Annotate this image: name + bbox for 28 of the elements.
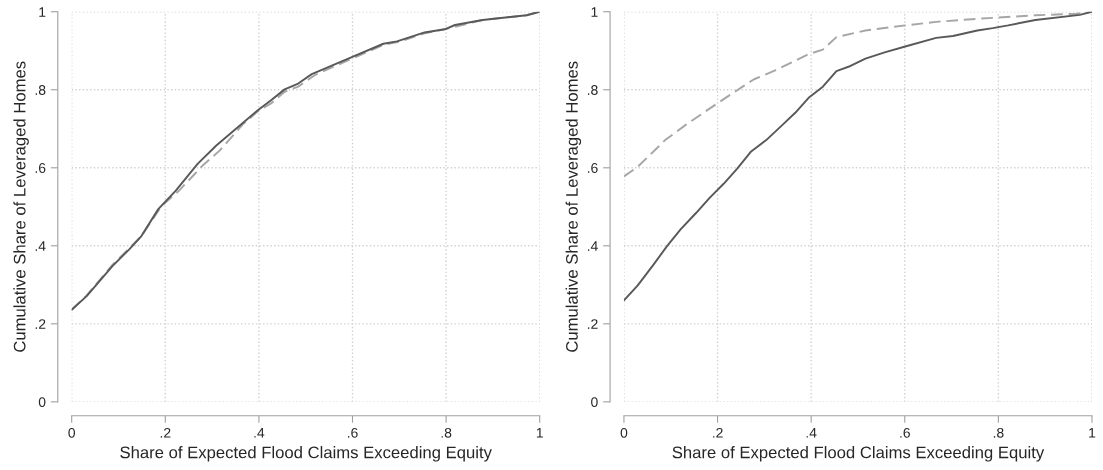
y-tick-label: 1 xyxy=(39,7,46,17)
y-tick-label: .2 xyxy=(587,319,598,329)
x-tick-label: .4 xyxy=(254,428,265,438)
x-tick-label: .8 xyxy=(993,427,1004,438)
x-tick-label: .2 xyxy=(160,427,171,438)
y-tick-label: 0 xyxy=(591,397,598,408)
x-axis-title: Share of Expected Flood Claims Exceeding Equity xyxy=(672,446,1045,462)
y-axis-title: Cumulative Share of Leveraged Homes xyxy=(565,61,582,352)
y-tick-label: .8 xyxy=(35,85,46,95)
x-tick-label: .2 xyxy=(713,427,723,438)
x-tick-label: .6 xyxy=(900,427,910,438)
y-tick-label: .4 xyxy=(587,241,598,251)
y-axis-title: Cumulative Share of Leveraged Homes xyxy=(13,61,29,352)
y-tick-label: .2 xyxy=(35,319,46,329)
y-tick-label: .8 xyxy=(587,85,598,95)
y-tick-label: 1 xyxy=(591,7,598,17)
x-tick-label: 0 xyxy=(620,427,628,438)
y-tick-label: 0 xyxy=(38,397,46,408)
y-tick-label: .4 xyxy=(35,241,46,251)
x-tick-label: .6 xyxy=(347,427,358,438)
x-tick-label: 1 xyxy=(536,428,543,438)
y-tick-label: .6 xyxy=(587,163,598,173)
x-tick-label: .4 xyxy=(806,428,817,438)
y-tick-label: .6 xyxy=(35,163,46,173)
x-tick-label: 0 xyxy=(68,427,76,438)
x-tick-label: .8 xyxy=(441,427,452,438)
x-tick-label: 1 xyxy=(1089,428,1096,438)
x-axis-title: Share of Expected Flood Claims Exceeding Equity xyxy=(120,446,492,462)
